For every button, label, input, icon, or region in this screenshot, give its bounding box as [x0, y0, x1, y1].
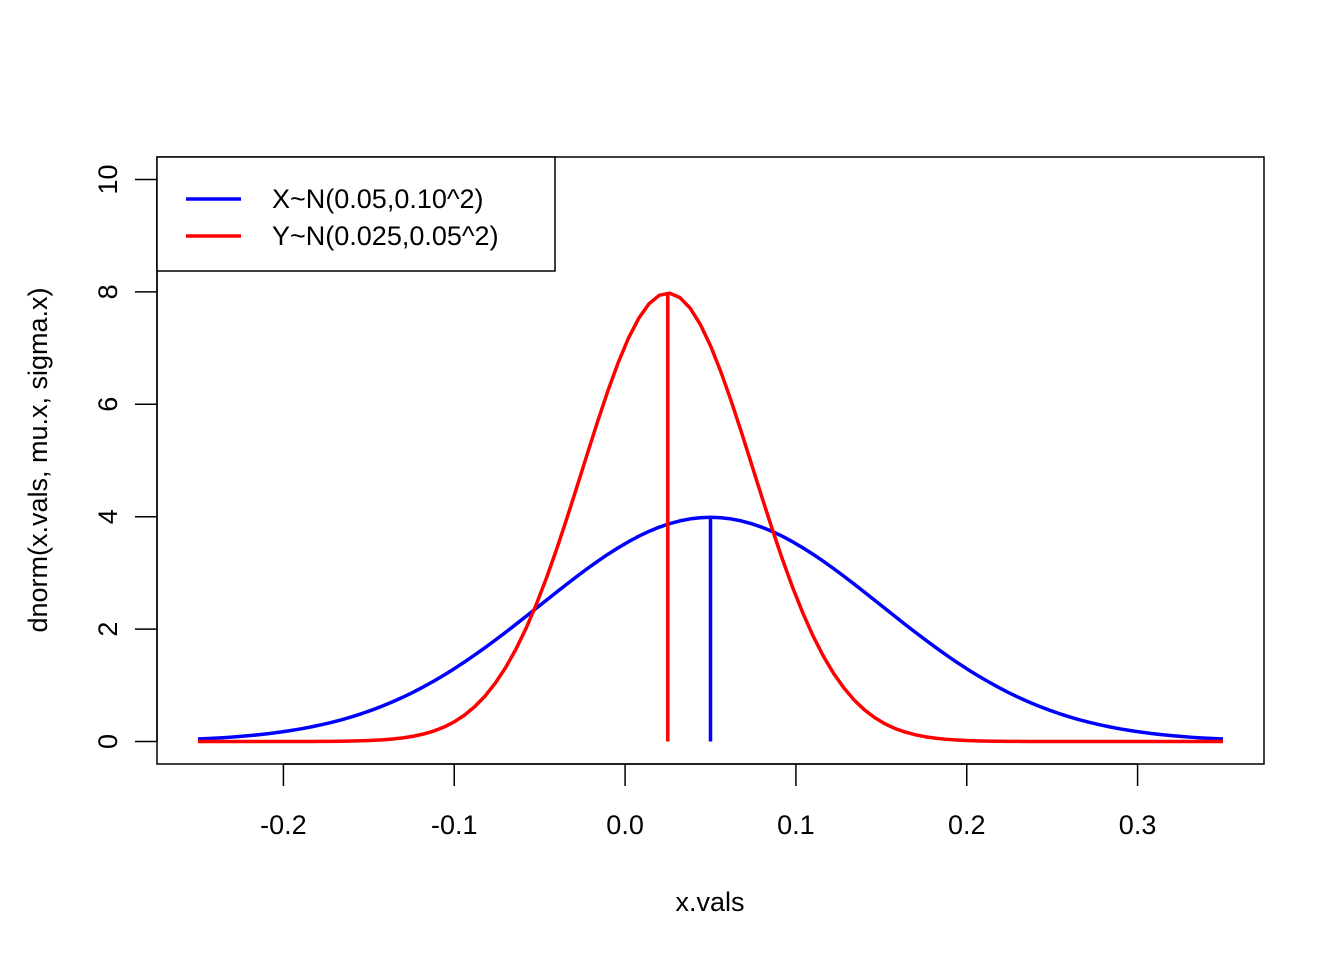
legend: X~N(0.05,0.10^2) Y~N(0.025,0.05^2): [156, 156, 556, 272]
x-axis-title: x.vals: [675, 887, 744, 917]
series-layer: [197, 291, 1224, 744]
y-tick-label: 6: [93, 397, 123, 412]
x-tick-label: 0.3: [1119, 810, 1157, 840]
y-tick-label: 2: [93, 622, 123, 637]
y-tick-label: 0: [93, 734, 123, 749]
legend-label-y: Y~N(0.025,0.05^2): [272, 221, 499, 251]
x-axis: -0.2 -0.1 0.0 0.1 0.2 0.3: [260, 763, 1157, 840]
legend-label-x: X~N(0.05,0.10^2): [272, 184, 484, 214]
x-tick-label: 0.2: [948, 810, 986, 840]
x-tick-label: 0.1: [777, 810, 815, 840]
x-tick-label: -0.2: [260, 810, 307, 840]
y-tick-label: 8: [93, 284, 123, 299]
x-tick-label: -0.1: [431, 810, 478, 840]
series-line-1: [198, 291, 1223, 744]
legend-box: [156, 156, 556, 272]
y-axis-title: dnorm(x.vals, mu.x, sigma.x): [23, 287, 53, 632]
y-tick-label: 10: [93, 164, 123, 194]
x-tick-label: 0.0: [606, 810, 644, 840]
y-axis: 0 2 4 6 8 10: [93, 164, 158, 749]
y-tick-label: 4: [93, 509, 123, 524]
